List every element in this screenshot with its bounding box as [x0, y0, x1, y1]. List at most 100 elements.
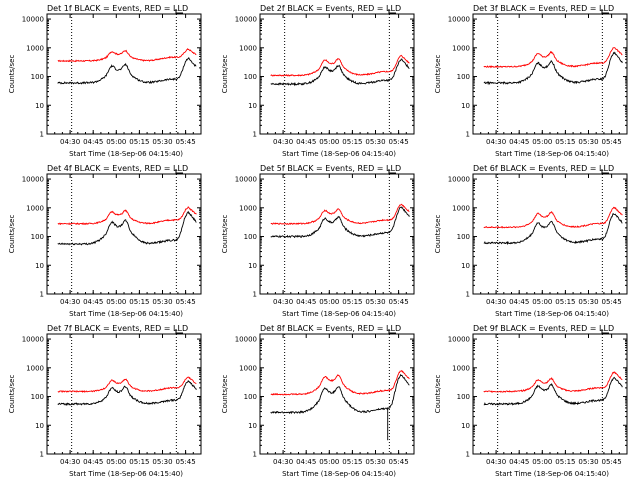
x-axis-label: Start Time (18-Sep-06 04:15:40): [495, 310, 609, 318]
x-tick-label: 04:45: [509, 298, 529, 306]
y-tick-label: 100: [244, 233, 257, 241]
x-axis-label: Start Time (18-Sep-06 04:15:40): [282, 470, 396, 478]
detector-chart: Det 9f BLACK = Events, RED = LLD 1 10 100 10…: [434, 324, 628, 478]
y-tick-label: 100: [31, 233, 44, 241]
detector-panel: Det 3f BLACK = Events, RED = LLD 1 10 100 10…: [426, 0, 639, 160]
detector-chart: Det 1f BLACK = Events, RED = LLD 1 10 100 10…: [8, 4, 202, 158]
detector-panel: Det 6f BLACK = Events, RED = LLD 1 10 100 10…: [426, 160, 639, 320]
plot-frame: [46, 173, 202, 295]
chart-title: Det 4f BLACK = Events, RED = LLD: [47, 164, 188, 173]
y-tick-label: 1000: [452, 204, 470, 212]
lld-series-line: [270, 203, 410, 226]
y-tick-label: 1000: [452, 44, 470, 52]
events-series-line: [57, 56, 197, 85]
detector-panel: Det 4f BLACK = Events, RED = LLD 1 10 100 10…: [0, 160, 213, 320]
detector-chart: Det 3f BLACK = Events, RED = LLD 1 10 100 10…: [434, 4, 628, 158]
y-tick-label: 100: [244, 73, 257, 81]
y-axis-label: Counts/sec: [221, 215, 229, 254]
x-axis-label: Start Time (18-Sep-06 04:15:40): [69, 150, 183, 158]
x-tick-label: 05:45: [602, 138, 622, 146]
chart-title: Det 3f BLACK = Events, RED = LLD: [473, 4, 614, 13]
x-tick-label: 04:30: [486, 138, 506, 146]
lld-series-line: [57, 376, 197, 394]
x-tick-label: 05:45: [389, 298, 409, 306]
chart-title: Det 5f BLACK = Events, RED = LLD: [260, 164, 401, 173]
x-tick-label: 05:45: [389, 458, 409, 466]
y-tick-label: 10000: [448, 16, 470, 24]
x-axis-label: Start Time (18-Sep-06 04:15:40): [282, 310, 396, 318]
events-series-line: [483, 212, 623, 246]
y-tick-label: 100: [31, 393, 44, 401]
y-tick-label: 10: [461, 102, 470, 110]
x-tick-label: 04:30: [60, 458, 80, 466]
y-axis-label: Counts/sec: [434, 375, 442, 414]
plot-frame: [259, 333, 415, 455]
detector-chart: Det 2f BLACK = Events, RED = LLD 1 10 100 10…: [221, 4, 415, 158]
x-tick-label: 05:00: [532, 458, 552, 466]
y-tick-label: 1: [40, 131, 44, 139]
detector-panel: Det 7f BLACK = Events, RED = LLD 1 10 100 10…: [0, 320, 213, 480]
detector-chart: Det 4f BLACK = Events, RED = LLD 1 10 100 10…: [8, 164, 202, 318]
events-series-line: [57, 210, 197, 246]
detector-chart: Det 7f BLACK = Events, RED = LLD 1 10 100 10…: [8, 324, 202, 478]
x-tick-label: 05:30: [365, 298, 385, 306]
lld-series-line: [270, 54, 410, 77]
x-tick-label: 04:45: [83, 458, 103, 466]
x-tick-label: 05:15: [129, 458, 149, 466]
x-tick-label: 04:45: [509, 138, 529, 146]
x-tick-label: 05:45: [176, 458, 196, 466]
chart-title: Det 7f BLACK = Events, RED = LLD: [47, 324, 188, 333]
plot-frame: [259, 13, 415, 135]
x-tick-label: 05:30: [578, 458, 598, 466]
lld-series-line: [483, 47, 623, 69]
y-tick-label: 100: [457, 393, 470, 401]
lld-series-line: [270, 369, 410, 396]
y-tick-label: 1: [40, 451, 44, 459]
y-tick-label: 100: [31, 73, 44, 81]
corner-mark: [388, 169, 396, 174]
y-tick-label: 10000: [22, 176, 44, 184]
plot-frame: [472, 13, 628, 135]
detector-panel: Det 5f BLACK = Events, RED = LLD 1 10 100 10…: [213, 160, 426, 320]
x-tick-label: 04:45: [296, 458, 316, 466]
x-tick-label: 04:45: [83, 298, 103, 306]
y-tick-label: 10: [248, 262, 257, 270]
x-tick-label: 05:00: [106, 458, 126, 466]
x-axis-label: Start Time (18-Sep-06 04:15:40): [495, 150, 609, 158]
x-tick-label: 05:30: [365, 458, 385, 466]
y-tick-label: 1: [253, 291, 257, 299]
x-tick-label: 05:45: [176, 298, 196, 306]
y-tick-label: 10000: [22, 16, 44, 24]
chart-title: Det 9f BLACK = Events, RED = LLD: [473, 324, 614, 333]
events-series-line: [57, 379, 197, 407]
corner-mark: [601, 329, 609, 334]
x-tick-label: 04:30: [273, 298, 293, 306]
y-tick-label: 10000: [235, 16, 257, 24]
plot-frame: [46, 13, 202, 135]
x-tick-label: 05:30: [578, 298, 598, 306]
lld-series-line: [483, 371, 623, 393]
y-tick-label: 1000: [239, 364, 257, 372]
x-tick-label: 05:15: [129, 138, 149, 146]
plot-frame: [259, 173, 415, 295]
x-axis-label: Start Time (18-Sep-06 04:15:40): [495, 470, 609, 478]
plot-frame: [46, 333, 202, 455]
x-tick-label: 04:30: [273, 138, 293, 146]
y-tick-label: 10: [35, 102, 44, 110]
y-tick-label: 10000: [235, 176, 257, 184]
x-tick-label: 05:00: [319, 138, 339, 146]
x-axis-label: Start Time (18-Sep-06 04:15:40): [69, 310, 183, 318]
y-tick-label: 1000: [452, 364, 470, 372]
y-tick-label: 10000: [448, 176, 470, 184]
x-tick-label: 05:45: [389, 138, 409, 146]
x-tick-label: 05:15: [342, 138, 362, 146]
corner-mark: [601, 169, 609, 174]
y-tick-label: 10: [35, 262, 44, 270]
x-tick-label: 04:30: [273, 458, 293, 466]
x-tick-label: 05:15: [555, 458, 575, 466]
x-tick-label: 05:15: [342, 298, 362, 306]
y-tick-label: 10000: [448, 336, 470, 344]
corner-mark: [388, 9, 396, 14]
detector-chart: Det 5f BLACK = Events, RED = LLD 1 10 100 10…: [221, 164, 415, 318]
